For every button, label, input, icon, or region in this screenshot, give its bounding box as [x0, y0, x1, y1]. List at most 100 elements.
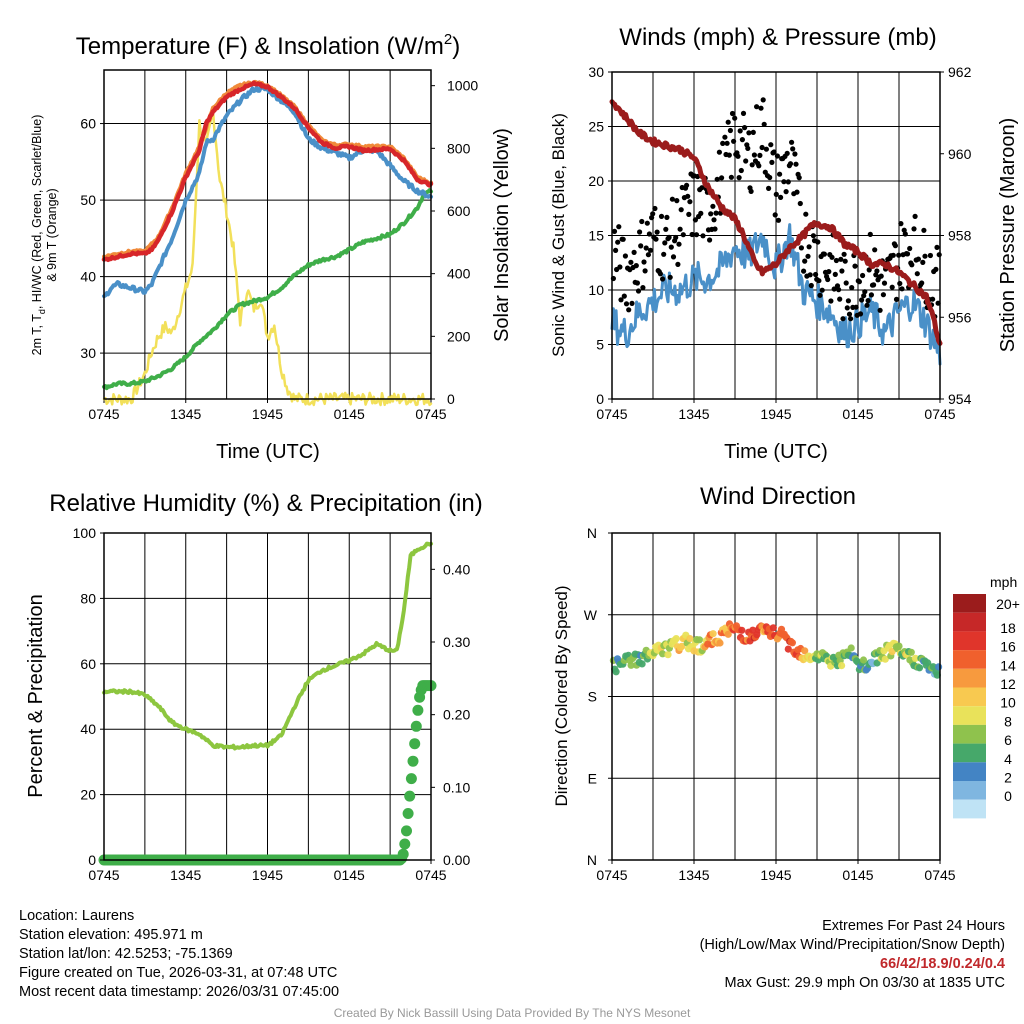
gust-point — [670, 254, 677, 260]
gust-point — [871, 282, 877, 288]
gust-point — [897, 280, 903, 287]
gust-point — [841, 251, 847, 257]
gust-point — [748, 188, 754, 194]
y-tick-label: 60 — [80, 656, 96, 672]
gust-point — [729, 110, 736, 117]
y-tick-label: 20 — [80, 787, 96, 803]
gust-point — [898, 221, 904, 227]
gust-point — [731, 138, 737, 144]
gust-point — [707, 237, 713, 243]
gust-point — [740, 110, 747, 116]
gust-point — [833, 257, 840, 264]
gust-point — [849, 285, 855, 291]
series-station-pressure — [609, 99, 943, 346]
chart-title: Wind Direction — [700, 483, 856, 510]
gust-point — [646, 231, 653, 237]
gust-point — [634, 280, 641, 286]
x-axis-label: Time (UTC) — [216, 441, 320, 463]
gust-point — [712, 226, 718, 232]
gust-point — [760, 97, 766, 103]
gust-point — [808, 282, 814, 289]
title-end: ) — [452, 33, 460, 60]
gust-point — [637, 229, 643, 235]
title-superscript: 2 — [444, 31, 452, 48]
gust-point — [635, 288, 642, 294]
y-axis-label-line2: & 9m T (Orange) — [45, 188, 59, 281]
gust-point — [819, 287, 825, 293]
y-tick-label: 0 — [88, 852, 96, 868]
x-tick-label: 0745 — [596, 406, 627, 422]
gust-point — [669, 196, 676, 202]
x-tick-label: 0145 — [842, 867, 873, 883]
gust-point — [724, 140, 730, 146]
gust-point — [787, 161, 794, 167]
gust-point — [628, 259, 634, 265]
gust-point — [839, 268, 845, 274]
gust-point — [623, 301, 630, 307]
gust-point — [742, 125, 748, 131]
gust-point — [860, 272, 866, 279]
gust-point — [872, 247, 878, 253]
direction-point — [769, 624, 777, 632]
gust-point — [663, 226, 669, 232]
gust-point — [642, 268, 648, 274]
colorbar-swatch — [953, 594, 986, 613]
gust-point — [797, 200, 803, 207]
gust-point — [719, 175, 725, 181]
gust-point — [844, 305, 850, 311]
credit-line: Created By Nick Bassill Using Data Provi… — [333, 1006, 691, 1020]
y-tick-label: 5 — [596, 337, 604, 353]
colorbar-swatch — [953, 781, 986, 800]
gust-point — [661, 251, 667, 257]
x-tick-label: 0145 — [842, 406, 873, 422]
series-wind-direction — [609, 620, 943, 679]
plot-frame — [103, 532, 432, 861]
direction-point — [784, 645, 792, 653]
station-elevation: Station elevation: 495.971 m — [19, 927, 203, 943]
gust-point — [620, 236, 626, 242]
gust-point — [652, 205, 658, 212]
gust-point — [807, 272, 813, 278]
gust-point — [852, 263, 858, 269]
colorbar-label: 18 — [1000, 620, 1016, 636]
gust-point — [639, 218, 645, 225]
direction-point — [716, 639, 724, 647]
gust-point — [699, 185, 705, 191]
y-right-tick-label: 954 — [948, 391, 972, 407]
gust-point — [771, 149, 777, 155]
gust-point — [930, 296, 936, 302]
station-info: Location: Laurens Station elevation: 495… — [19, 907, 339, 1002]
gust-point — [813, 271, 819, 278]
gust-point — [904, 251, 911, 257]
x-tick-label: 0745 — [88, 867, 119, 883]
gust-point — [728, 174, 735, 180]
gust-point — [907, 245, 913, 252]
chart-title: Temperature (F) & Insolation (W/m2) — [76, 31, 460, 60]
direction-point — [788, 639, 797, 647]
gust-point — [861, 293, 867, 299]
gust-point — [645, 252, 652, 258]
y-right-tick-label: 400 — [447, 266, 471, 282]
gust-point — [725, 119, 731, 125]
colorbar-swatch — [953, 668, 986, 688]
extremes-title: Extremes For Past 24 Hours — [822, 918, 1005, 934]
gust-point — [749, 162, 755, 168]
y-axis-label: 2m T, Td, HI/WC (Red, Green, Scarlet/Blu… — [30, 115, 47, 356]
series-sonic-wind — [610, 223, 942, 366]
y-tick-label: 0 — [596, 391, 604, 407]
colorbar-swatch — [953, 687, 986, 707]
gust-point — [880, 292, 887, 298]
gust-point — [790, 146, 796, 152]
direction-point — [678, 642, 686, 651]
gust-point — [933, 266, 939, 272]
colorbar-label: 8 — [1004, 713, 1012, 729]
gust-point — [801, 268, 807, 274]
direction-point — [935, 663, 943, 671]
gust-point — [700, 233, 706, 239]
gust-point — [615, 239, 621, 245]
gust-point — [692, 217, 699, 223]
direction-point — [738, 626, 746, 634]
gust-point — [817, 292, 823, 298]
gust-point — [853, 304, 859, 310]
